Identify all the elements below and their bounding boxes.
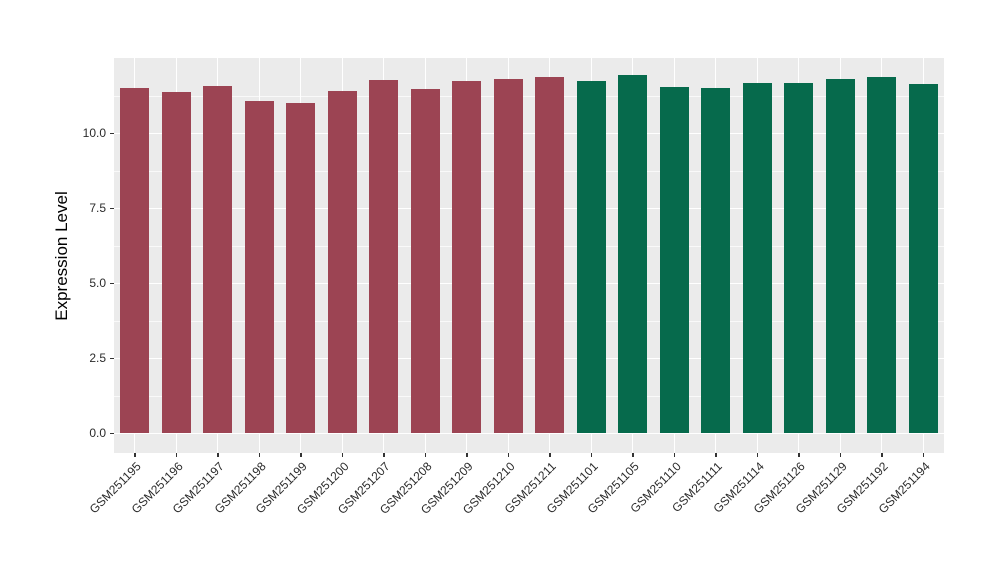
y-tick-mark — [110, 207, 114, 209]
gridline-minor-y — [114, 320, 944, 322]
bar-GSM251200 — [327, 91, 357, 433]
x-tick-mark — [383, 453, 385, 457]
y-tick-mark — [110, 357, 114, 359]
x-tick-mark — [424, 453, 426, 457]
bar-GSM251207 — [369, 79, 399, 433]
gridline-minor-y — [114, 170, 944, 172]
bar-GSM251114 — [742, 83, 772, 433]
x-tick-mark — [798, 453, 800, 457]
bar-GSM251198 — [244, 100, 274, 433]
x-tick-mark — [756, 453, 758, 457]
x-tick-mark — [175, 453, 177, 457]
y-tick-mark — [110, 282, 114, 284]
y-tick-label: 5.0 — [89, 276, 106, 290]
bar-GSM251209 — [452, 80, 482, 433]
bar-GSM251110 — [659, 86, 689, 433]
x-tick-mark — [881, 453, 883, 457]
plot-panel — [110, 58, 944, 457]
bar-GSM251199 — [286, 102, 316, 433]
x-tick-mark — [715, 453, 717, 457]
x-tick-mark — [466, 453, 468, 457]
x-tick-mark — [507, 453, 509, 457]
bar-GSM251105 — [618, 74, 648, 433]
x-tick-mark — [632, 453, 634, 457]
y-tick-label: 2.5 — [89, 351, 106, 365]
x-tick-mark — [134, 453, 136, 457]
bar-GSM251197 — [203, 85, 233, 433]
gridline-minor-y — [114, 95, 944, 97]
gridline-major-y — [114, 282, 944, 284]
gridline-major-y — [114, 207, 944, 209]
gridline-major-y — [114, 432, 944, 434]
x-tick-mark — [673, 453, 675, 457]
y-tick-mark — [110, 132, 114, 134]
bar-GSM251101 — [576, 81, 606, 433]
gridline-minor-y — [114, 245, 944, 247]
bar-GSM251111 — [701, 88, 731, 433]
y-tick-label: 0.0 — [89, 426, 106, 440]
bar-GSM251208 — [410, 88, 440, 433]
x-tick-mark — [549, 453, 551, 457]
x-tick-mark — [922, 453, 924, 457]
bar-GSM251195 — [120, 88, 150, 433]
y-tick-label: 10.0 — [82, 126, 106, 140]
gridline-major-y — [114, 132, 944, 134]
x-tick-mark — [258, 453, 260, 457]
gridline-major-y — [114, 357, 944, 359]
y-tick-mark — [110, 432, 114, 434]
bar-GSM251192 — [867, 77, 897, 433]
x-tick-mark — [300, 453, 302, 457]
x-tick-mark — [839, 453, 841, 457]
bar-GSM251126 — [784, 83, 814, 433]
bar-GSM251211 — [535, 77, 565, 433]
y-tick-label: 7.5 — [89, 201, 106, 215]
x-tick-mark — [217, 453, 219, 457]
bar-GSM251129 — [825, 79, 855, 433]
bar-GSM251194 — [908, 83, 938, 433]
bar-GSM251196 — [161, 91, 191, 433]
x-tick-mark — [590, 453, 592, 457]
bar-GSM251210 — [493, 78, 523, 433]
x-tick-mark — [341, 453, 343, 457]
gridline-minor-y — [114, 395, 944, 397]
